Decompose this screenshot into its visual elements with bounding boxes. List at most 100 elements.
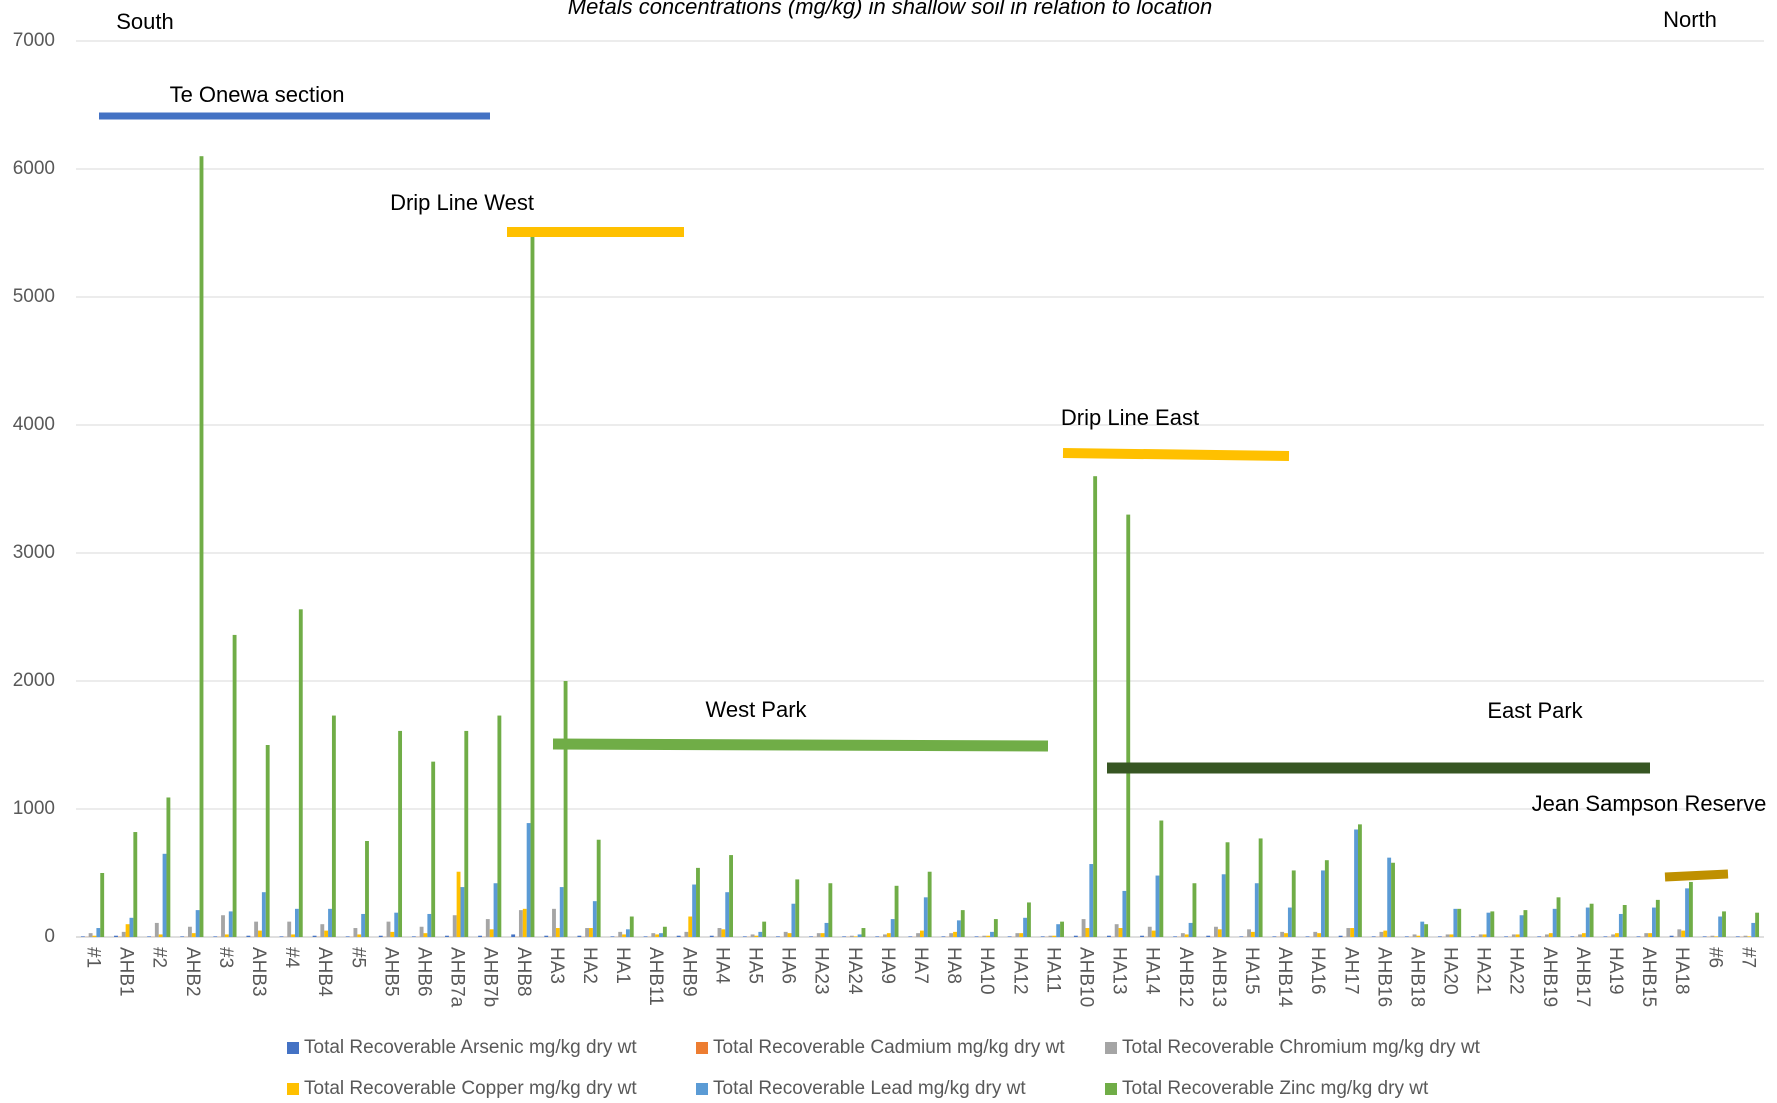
bar — [511, 934, 516, 937]
bar — [920, 930, 924, 937]
bar — [1192, 883, 1197, 937]
x-tick-label: HA18 — [1671, 947, 1692, 995]
bar — [180, 936, 185, 937]
bar — [684, 931, 689, 937]
bar — [1648, 933, 1653, 937]
bar — [1652, 907, 1656, 937]
bar — [154, 922, 159, 937]
bar — [555, 928, 560, 937]
bar — [625, 929, 630, 937]
bar — [1027, 902, 1031, 937]
bar — [320, 924, 325, 937]
bar — [923, 897, 928, 937]
bar — [279, 936, 284, 937]
bar — [232, 634, 237, 937]
end-label: South — [116, 9, 174, 34]
x-tick-label: AHB16 — [1373, 947, 1394, 1007]
legend-swatch — [696, 1083, 708, 1095]
bar — [394, 912, 399, 937]
bar — [1622, 905, 1627, 937]
bar — [1523, 910, 1528, 937]
chart-title: Metals concentrations (mg/kg) in shallow… — [568, 0, 1212, 19]
bar — [121, 931, 126, 937]
bar — [1159, 820, 1164, 937]
bar — [1581, 933, 1586, 937]
bar — [824, 922, 829, 937]
bar — [1490, 911, 1495, 937]
x-tick-label: #5 — [347, 947, 368, 968]
bar — [1214, 926, 1218, 937]
bar — [1718, 916, 1723, 937]
bar — [1107, 935, 1111, 937]
bar — [199, 156, 204, 937]
y-tick-label: 7000 — [13, 30, 55, 51]
bar — [1317, 933, 1322, 937]
bar — [298, 609, 303, 937]
bar — [974, 936, 979, 937]
bar — [1747, 936, 1752, 937]
bar — [791, 903, 796, 937]
x-tick-label: AHB12 — [1175, 947, 1196, 1007]
bar — [709, 935, 714, 937]
bar — [1155, 875, 1160, 937]
x-tick-label: AHB18 — [1406, 947, 1427, 1007]
bar — [158, 934, 163, 937]
bar — [1060, 921, 1064, 937]
x-tick-label: HA7 — [910, 947, 931, 984]
bar — [890, 919, 895, 937]
bar — [1287, 907, 1292, 937]
bar — [1482, 934, 1487, 937]
bar — [1015, 933, 1020, 937]
x-tick-label: HA22 — [1506, 947, 1527, 995]
bar — [688, 916, 693, 937]
bar — [809, 936, 813, 937]
annotation-label: East Park — [1487, 698, 1583, 723]
bar — [1515, 934, 1520, 937]
bar — [585, 928, 590, 937]
x-tick-label: #6 — [1704, 947, 1725, 968]
bar — [522, 908, 527, 937]
bar — [1023, 917, 1028, 937]
bar — [1552, 908, 1557, 937]
annotation-label: Drip Line West — [390, 190, 534, 215]
bar — [849, 935, 854, 937]
bar — [228, 911, 233, 937]
x-tick-label: HA4 — [711, 947, 732, 984]
bar — [485, 919, 490, 937]
x-tick-label: AHB19 — [1539, 947, 1560, 1007]
x-tick-label: HA2 — [579, 947, 600, 984]
bar — [1085, 928, 1090, 937]
bar — [982, 935, 987, 937]
bar — [129, 917, 134, 937]
bar — [1048, 935, 1053, 937]
x-tick-label: AHB13 — [1208, 947, 1229, 1007]
bar — [618, 931, 623, 937]
bar — [365, 841, 369, 937]
bar — [1338, 935, 1343, 937]
bar — [1217, 929, 1222, 937]
bar — [927, 871, 932, 937]
annotation-line — [552, 738, 1049, 752]
bar — [544, 935, 549, 937]
x-tick-label: HA10 — [976, 947, 997, 995]
bar — [187, 926, 192, 937]
legend-swatch — [287, 1083, 299, 1095]
bar — [662, 926, 667, 937]
bar — [133, 832, 138, 937]
bar — [762, 921, 767, 937]
bar — [651, 933, 656, 937]
bar — [246, 935, 251, 937]
x-tick-label: AHB2 — [182, 947, 203, 997]
bar — [1420, 921, 1425, 937]
x-tick-label: HA1 — [612, 947, 633, 984]
bar — [1221, 874, 1226, 937]
bar — [386, 921, 391, 937]
bar — [1735, 936, 1740, 937]
bar — [80, 936, 85, 937]
bar — [1548, 933, 1553, 937]
bar — [1471, 936, 1475, 937]
bar — [88, 933, 93, 937]
bar — [1585, 907, 1590, 937]
bar — [787, 933, 792, 937]
x-tick-label: HA5 — [744, 947, 765, 984]
